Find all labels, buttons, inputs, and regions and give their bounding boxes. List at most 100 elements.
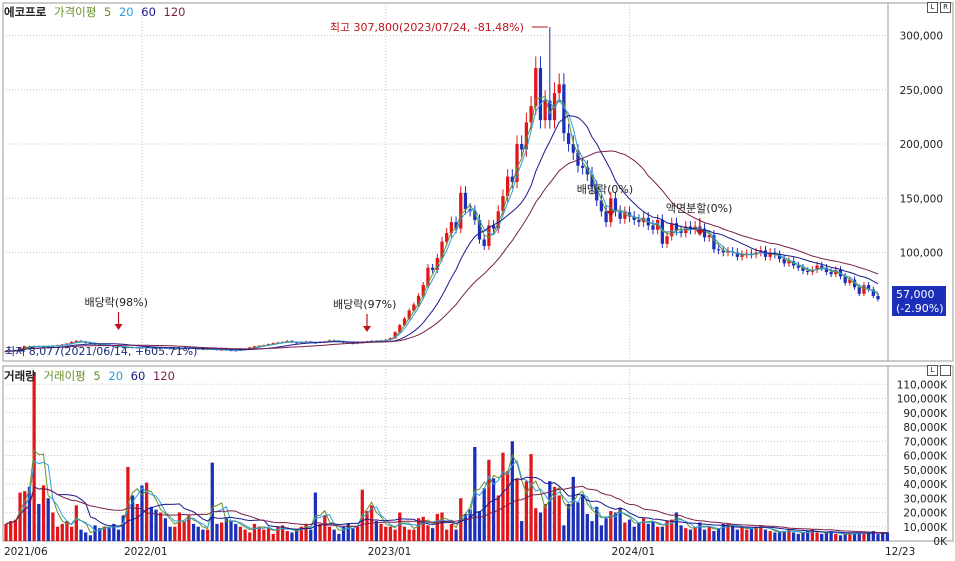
scale-left-button[interactable]: L (927, 2, 938, 13)
volume-bar (84, 532, 87, 541)
candle-body (637, 220, 640, 222)
candle-body (520, 144, 523, 149)
vma-60-label: 60 (131, 369, 146, 383)
volume-bar (708, 527, 711, 541)
candle-body (717, 249, 720, 250)
volume-bar (164, 518, 167, 541)
volume-bar (389, 527, 392, 541)
x-tick-label: 12/23 (885, 546, 915, 558)
volume-tick-label: 80,000K (903, 422, 948, 434)
volume-bar (215, 524, 218, 541)
last-price-change: (-2.90%) (896, 302, 944, 315)
candle-body (665, 236, 668, 244)
volume-bar (201, 530, 204, 541)
volume-bar (745, 530, 748, 541)
volume-bar (834, 534, 837, 541)
volume-bar (309, 530, 312, 541)
volume-bar (661, 527, 664, 541)
candle-body (558, 84, 561, 93)
volume-bar (876, 534, 879, 541)
volume-name[interactable]: 거래량 (4, 369, 36, 383)
volume-bar (600, 525, 603, 541)
stock-name[interactable]: 에코프로 (4, 5, 46, 19)
candle-body (483, 239, 486, 246)
volume-bar (337, 534, 340, 541)
volume-bar (844, 534, 847, 541)
vma-20-label: 20 (108, 369, 123, 383)
volume-bar (792, 532, 795, 541)
ma-5-label: 5 (104, 5, 111, 19)
price-ma-line-60 (6, 116, 878, 352)
volume-tick-label: 10,000K (903, 522, 948, 534)
volume-bar (136, 504, 139, 541)
volume-bar (558, 495, 561, 541)
volume-tick-label: 20,000K (903, 508, 948, 520)
candle-body (604, 211, 607, 222)
volume-panel-box[interactable]: · (940, 365, 951, 376)
volume-bar (403, 527, 406, 541)
volume-bar (398, 513, 401, 542)
price-tick-label: 200,000 (900, 139, 943, 151)
volume-bar (839, 535, 842, 541)
volume-tick-label: 40,000K (903, 479, 948, 491)
volume-bar (454, 530, 457, 541)
volume-bar (815, 532, 818, 541)
volume-bar (168, 527, 171, 541)
volume-bar (412, 530, 415, 541)
volume-bar (497, 495, 500, 541)
volume-bar (328, 527, 331, 541)
volume-bar (42, 485, 45, 541)
volume-bar (689, 530, 692, 541)
volume-bar (534, 508, 537, 541)
candle-body (614, 198, 617, 211)
volume-bar (853, 534, 856, 541)
volume-bar (37, 504, 40, 541)
volume-bar (267, 528, 270, 541)
volume-bar (501, 453, 504, 541)
last-price-value: 57,000 (896, 288, 935, 301)
volume-bar (408, 530, 411, 541)
volume-tick-label: 90,000K (903, 408, 948, 420)
volume-bar (548, 481, 551, 541)
volume-bar (108, 528, 111, 541)
volume-bar (647, 524, 650, 541)
volume-bar (520, 521, 523, 541)
volume-bar (801, 532, 804, 541)
volume-bar (290, 532, 293, 541)
volume-bar (651, 521, 654, 541)
volume-tick-label: 100,000K (897, 394, 948, 406)
price-ma-line-20 (6, 99, 878, 352)
volume-bar (675, 513, 678, 542)
volume-bar (351, 528, 354, 541)
vma-5-label: 5 (93, 369, 100, 383)
dividend-marker-3: 배당락(0%) (577, 183, 633, 196)
volume-bar (333, 530, 336, 541)
dividend-marker-2-arrow (363, 326, 371, 332)
volume-bar (262, 530, 265, 541)
volume-bar (239, 527, 242, 541)
ma-20-label: 20 (119, 5, 134, 19)
price-tick-label: 150,000 (900, 193, 943, 205)
vma-120-label: 120 (153, 369, 175, 383)
volume-tick-label: 30,000K (903, 493, 948, 505)
price-legend: 에코프로 가격이평 5 20 60 120 (4, 4, 190, 20)
volume-bar (698, 522, 701, 541)
candle-body (806, 271, 809, 272)
volume-scale-button[interactable]: L (927, 365, 938, 376)
volume-bar (492, 478, 495, 541)
volume-bar (529, 454, 532, 541)
candle-body (581, 166, 584, 168)
volume-bar (56, 527, 59, 541)
volume-bar (769, 531, 772, 541)
volume-bar (633, 527, 636, 541)
price-tick-label: 300,000 (900, 31, 943, 43)
volume-bar (93, 525, 96, 541)
scale-right-button[interactable]: R (940, 2, 951, 13)
volume-bar (881, 532, 884, 541)
volume-bar (159, 513, 162, 542)
volume-bar (886, 532, 889, 541)
volume-bar (384, 527, 387, 541)
volume-bar (61, 524, 64, 541)
volume-bar (197, 527, 200, 541)
volume-tick-label: 110,000K (897, 379, 948, 391)
